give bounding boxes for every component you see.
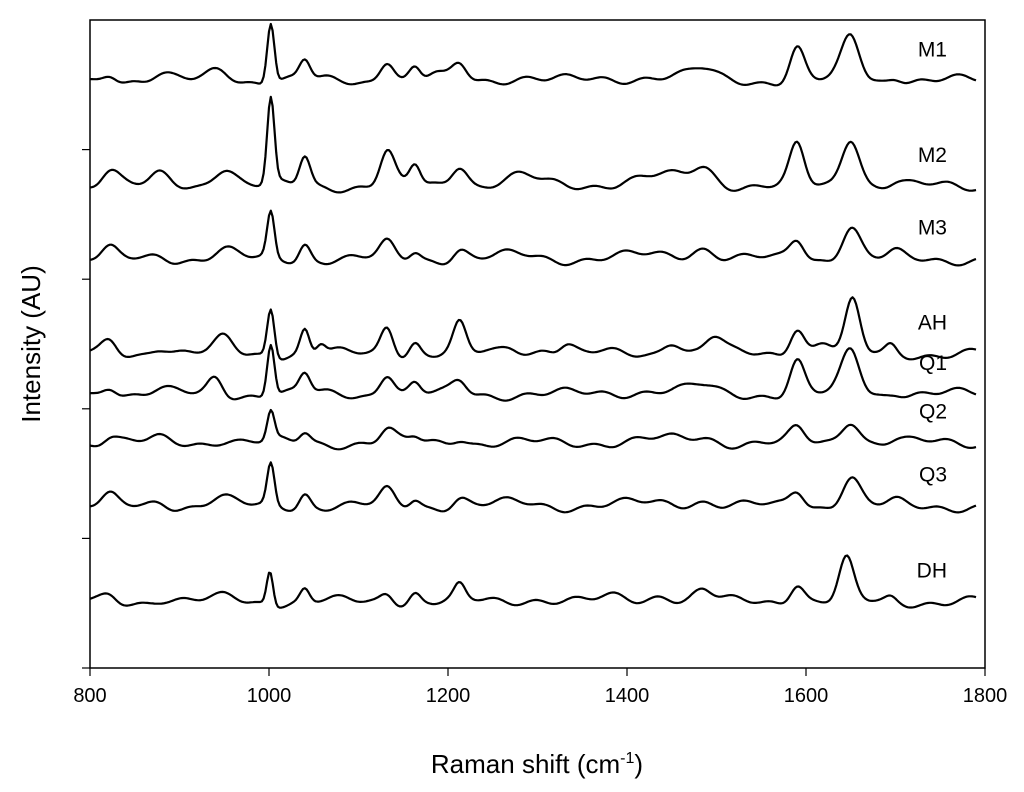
series-label-m2: M2 bbox=[918, 144, 947, 167]
series-label-q1: Q1 bbox=[919, 352, 947, 375]
x-tick-label: 1000 bbox=[247, 685, 292, 707]
spectrum-ah bbox=[89, 296, 977, 361]
series-label-ah: AH bbox=[918, 311, 947, 334]
x-tick-label: 1600 bbox=[784, 685, 829, 707]
spectrum-m1 bbox=[89, 22, 977, 87]
spectra-series: M1 M2 M3 AH Q1 Q2 Q3 DH bbox=[89, 22, 977, 609]
spectrum-m2 bbox=[89, 95, 977, 194]
spectrum-q1 bbox=[89, 343, 977, 402]
x-tick-label: 1200 bbox=[426, 685, 471, 707]
x-tick-label: 1800 bbox=[963, 685, 1008, 707]
y-axis-ticks bbox=[82, 149, 90, 669]
x-axis-title-main: Raman shift (cm bbox=[431, 749, 620, 779]
x-tick-label: 800 bbox=[73, 685, 106, 707]
series-label-q2: Q2 bbox=[919, 401, 947, 424]
y-axis-title: Intensity (AU) bbox=[16, 265, 46, 423]
x-axis-title: Raman shift (cm-1) bbox=[431, 749, 643, 779]
spectrum-m3 bbox=[89, 209, 977, 267]
spectrum-dh bbox=[89, 554, 977, 609]
x-axis-title-superscript: -1 bbox=[620, 750, 634, 767]
x-tick-label: 1400 bbox=[605, 685, 650, 707]
spectrum-q2 bbox=[89, 408, 977, 451]
plot-frame bbox=[89, 19, 986, 669]
series-label-m3: M3 bbox=[918, 217, 947, 240]
x-axis-title-close: ) bbox=[634, 749, 643, 779]
x-axis-ticks: 800 1000 1200 1400 1600 1800 bbox=[73, 668, 1007, 707]
series-label-q3: Q3 bbox=[919, 464, 947, 487]
series-label-dh: DH bbox=[917, 559, 947, 582]
spectrum-q3 bbox=[89, 461, 977, 514]
series-label-m1: M1 bbox=[918, 38, 947, 61]
